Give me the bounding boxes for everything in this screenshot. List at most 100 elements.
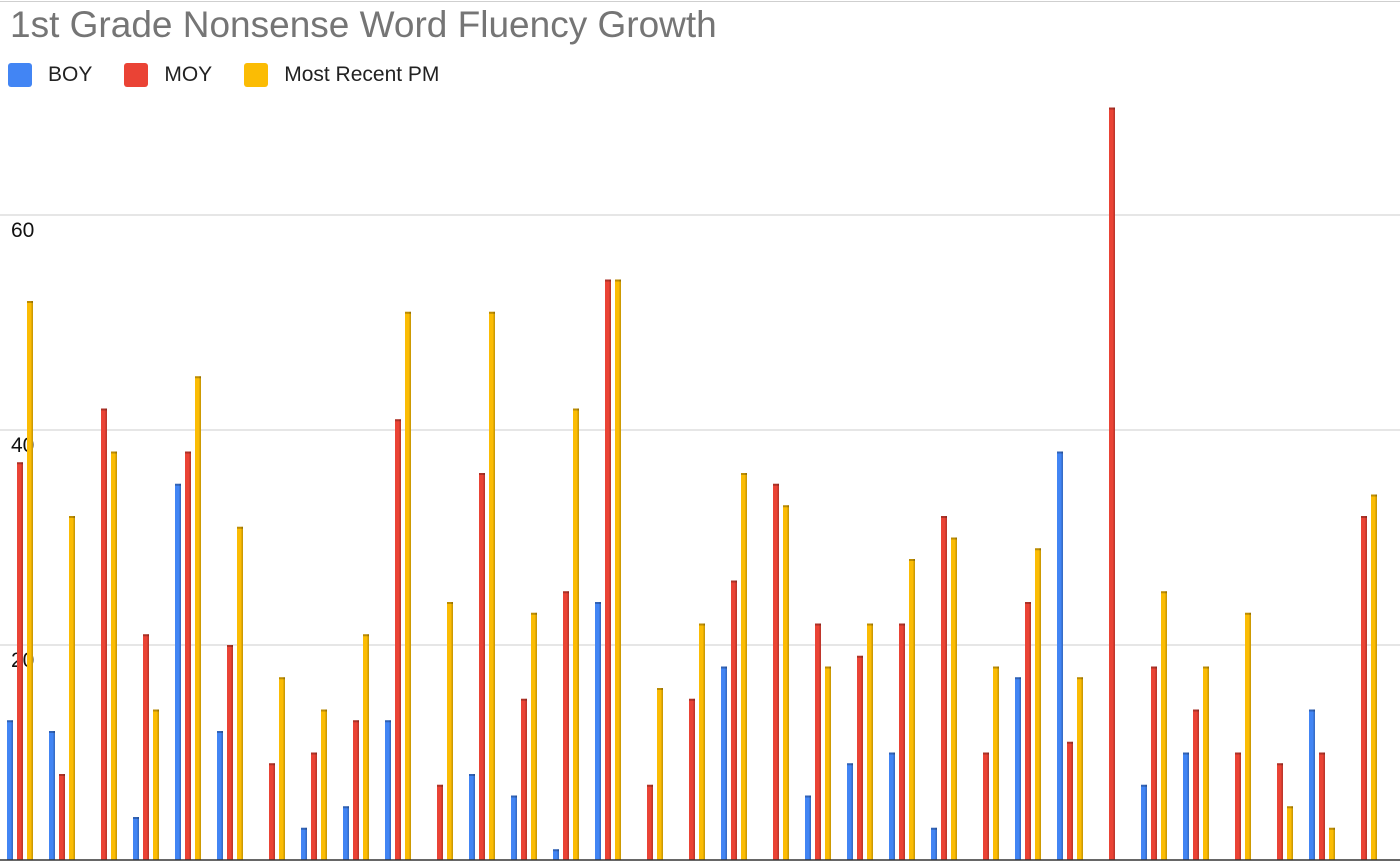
legend: BOY MOY Most Recent PM <box>8 62 471 88</box>
bar-most-recent-pm[interactable] <box>27 301 33 860</box>
bar-moy[interactable] <box>521 698 527 860</box>
chart-title: 1st Grade Nonsense Word Fluency Growth <box>10 4 717 45</box>
bar-boy[interactable] <box>175 483 181 860</box>
bar-moy[interactable] <box>563 591 569 860</box>
bar-most-recent-pm[interactable] <box>489 311 495 860</box>
legend-item-moy[interactable]: MOY <box>124 63 212 87</box>
bar-most-recent-pm[interactable] <box>1035 548 1041 860</box>
bar-boy[interactable] <box>889 752 895 861</box>
bar-moy[interactable] <box>1235 752 1241 861</box>
legend-item-most-recent-pm[interactable]: Most Recent PM <box>244 63 439 87</box>
bar-moy[interactable] <box>1067 741 1073 860</box>
bar-most-recent-pm[interactable] <box>699 623 705 861</box>
bar-most-recent-pm[interactable] <box>195 376 201 860</box>
bar-moy[interactable] <box>1109 107 1115 861</box>
legend-swatch-most-recent-pm <box>244 63 269 87</box>
top-rule <box>0 1 1400 2</box>
bar-moy[interactable] <box>1319 752 1325 861</box>
bar-moy[interactable] <box>731 580 737 861</box>
bar-boy[interactable] <box>1015 677 1021 860</box>
bar-moy[interactable] <box>983 752 989 861</box>
bar-boy[interactable] <box>1183 752 1189 861</box>
bar-most-recent-pm[interactable] <box>1203 666 1209 861</box>
bar-most-recent-pm[interactable] <box>1161 591 1167 860</box>
bar-moy[interactable] <box>1193 709 1199 861</box>
bar-moy[interactable] <box>1025 602 1031 860</box>
bar-moy[interactable] <box>17 462 23 860</box>
bar-boy[interactable] <box>469 774 475 860</box>
bar-boy[interactable] <box>1057 451 1063 861</box>
bar-most-recent-pm[interactable] <box>69 516 75 860</box>
bar-most-recent-pm[interactable] <box>573 408 579 861</box>
bar-boy[interactable] <box>49 731 55 860</box>
bar-moy[interactable] <box>395 419 401 860</box>
bar-moy[interactable] <box>185 451 191 861</box>
bar-boy[interactable] <box>217 731 223 860</box>
bar-most-recent-pm[interactable] <box>783 505 789 860</box>
bar-moy[interactable] <box>773 483 779 860</box>
bar-moy[interactable] <box>815 623 821 861</box>
bar-moy[interactable] <box>479 473 485 860</box>
bar-boy[interactable] <box>931 827 937 860</box>
bar-most-recent-pm[interactable] <box>657 688 663 860</box>
bar-most-recent-pm[interactable] <box>741 473 747 860</box>
bar-boy[interactable] <box>301 827 307 860</box>
bar-moy[interactable] <box>269 763 275 860</box>
bar-most-recent-pm[interactable] <box>951 537 957 861</box>
bar-boy[interactable] <box>1309 709 1315 861</box>
bar-most-recent-pm[interactable] <box>993 666 999 861</box>
bar-moy[interactable] <box>101 408 107 861</box>
bar-most-recent-pm[interactable] <box>111 451 117 861</box>
bar-most-recent-pm[interactable] <box>279 677 285 860</box>
bar-moy[interactable] <box>59 774 65 860</box>
bar-most-recent-pm[interactable] <box>363 634 369 860</box>
bar-most-recent-pm[interactable] <box>1287 806 1293 860</box>
bar-moy[interactable] <box>689 698 695 860</box>
bar-boy[interactable] <box>805 795 811 861</box>
bar-moy[interactable] <box>1361 516 1367 860</box>
bar-boy[interactable] <box>385 720 391 860</box>
bar-most-recent-pm[interactable] <box>153 709 159 861</box>
bar-moy[interactable] <box>941 516 947 860</box>
bar-boy[interactable] <box>553 849 559 860</box>
legend-swatch-moy <box>124 63 149 87</box>
bar-boy[interactable] <box>511 795 517 861</box>
bar-boy[interactable] <box>1141 784 1147 860</box>
bar-moy[interactable] <box>311 752 317 861</box>
bar-most-recent-pm[interactable] <box>405 311 411 860</box>
bar-moy[interactable] <box>899 623 905 861</box>
bar-most-recent-pm[interactable] <box>1371 494 1377 861</box>
bar-most-recent-pm[interactable] <box>615 279 621 861</box>
bar-moy[interactable] <box>437 784 443 860</box>
bar-boy[interactable] <box>595 602 601 860</box>
bar-moy[interactable] <box>605 279 611 861</box>
bar-boy[interactable] <box>721 666 727 861</box>
legend-label-moy: MOY <box>164 63 213 86</box>
bar-moy[interactable] <box>353 720 359 860</box>
bar-boy[interactable] <box>133 817 139 860</box>
bar-boy[interactable] <box>7 720 13 860</box>
bar-moy[interactable] <box>857 655 863 860</box>
bar-moy[interactable] <box>647 784 653 860</box>
bar-most-recent-pm[interactable] <box>867 623 873 861</box>
bar-moy[interactable] <box>227 645 233 860</box>
legend-label-boy: BOY <box>48 63 93 86</box>
bar-most-recent-pm[interactable] <box>237 526 243 860</box>
y-tick-label: 60 <box>11 219 34 242</box>
legend-item-boy[interactable]: BOY <box>8 63 92 87</box>
bar-boy[interactable] <box>343 806 349 860</box>
bar-most-recent-pm[interactable] <box>1077 677 1083 860</box>
bar-most-recent-pm[interactable] <box>1329 827 1335 860</box>
bar-moy[interactable] <box>1151 666 1157 861</box>
bar-moy[interactable] <box>143 634 149 860</box>
bar-most-recent-pm[interactable] <box>531 612 537 860</box>
bar-most-recent-pm[interactable] <box>321 709 327 861</box>
bar-most-recent-pm[interactable] <box>909 559 915 860</box>
bar-most-recent-pm[interactable] <box>447 602 453 860</box>
bar-most-recent-pm[interactable] <box>1245 612 1251 860</box>
bar-boy[interactable] <box>847 763 853 860</box>
bar-most-recent-pm[interactable] <box>825 666 831 861</box>
legend-label-most-recent-pm: Most Recent PM <box>284 63 440 86</box>
bar-moy[interactable] <box>1277 763 1283 860</box>
